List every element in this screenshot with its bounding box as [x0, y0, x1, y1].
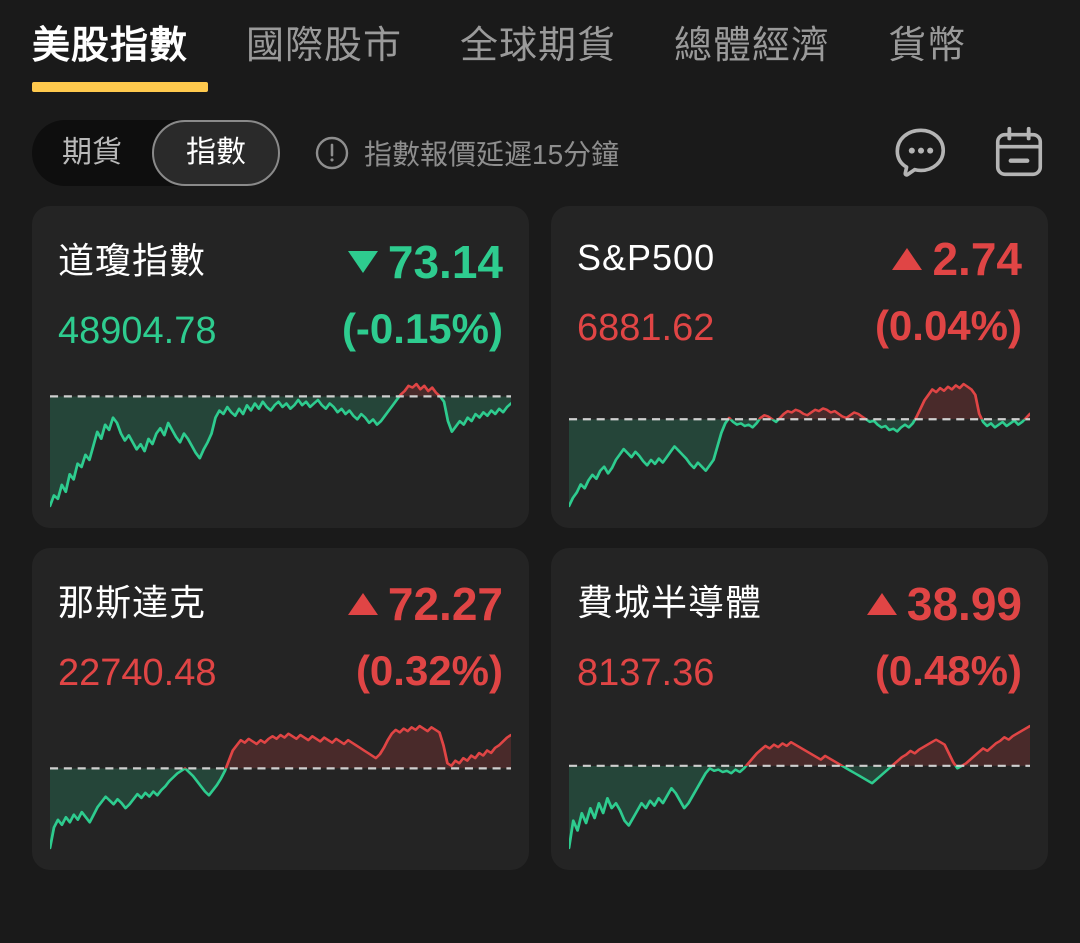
- index-change-value: 73.14: [387, 236, 503, 288]
- triangle-down-icon: [347, 251, 378, 273]
- index-change: 38.99: [866, 577, 1022, 631]
- quote-delay-note: 指數報價延遲15分鐘: [314, 133, 619, 173]
- index-change: 2.74: [892, 232, 1022, 286]
- index-change-value: 2.74: [932, 233, 1022, 285]
- tab-label: 美股指數: [32, 25, 189, 67]
- tab-label: 總體經濟: [674, 25, 831, 67]
- index-card-grid: 道瓊指數 73.14 48904.78 (-0.15%) S&P500 2.74…: [0, 202, 1080, 870]
- card-top-row: 道瓊指數 73.14: [58, 232, 503, 289]
- sparkline-chart: [50, 718, 511, 858]
- top-tab-bar: 美股指數 國際股市 全球期貨 總體經濟 貨幣: [0, 0, 1080, 104]
- segment-label: 期貨: [62, 136, 122, 169]
- tab-label: 貨幣: [888, 25, 967, 67]
- sparkline-svg: [50, 382, 511, 508]
- card-second-row: 8137.36 (0.48%): [577, 647, 1022, 695]
- index-change: 72.27: [347, 577, 503, 631]
- tab-global-futures[interactable]: 全球期貨: [460, 0, 616, 69]
- triangle-up-icon: [866, 593, 897, 615]
- chat-bubble-dots-icon[interactable]: [892, 124, 950, 182]
- tab-us-indices[interactable]: 美股指數: [32, 0, 188, 69]
- index-name: 那斯達克: [58, 582, 207, 623]
- tab-label: 國際股市: [246, 25, 403, 67]
- sparkline-chart: [569, 718, 1030, 858]
- card-second-row: 22740.48 (0.32%): [58, 647, 503, 695]
- index-price: 22740.48: [58, 652, 217, 694]
- tab-label: 全球期貨: [460, 25, 617, 67]
- card-top-row: 費城半導體 38.99: [577, 574, 1022, 631]
- active-tab-indicator: [32, 82, 208, 92]
- index-name: 費城半導體: [577, 582, 763, 623]
- sparkline-chart: [50, 376, 511, 516]
- exclamation-circle-icon: [315, 136, 349, 170]
- segment-indices[interactable]: 指數: [152, 120, 280, 186]
- card-top-row: S&P500 2.74: [577, 232, 1022, 286]
- index-price: 8137.36: [577, 652, 715, 694]
- triangle-up-icon: [892, 248, 923, 270]
- tab-currency[interactable]: 貨幣: [888, 0, 966, 69]
- triangle-up-icon: [347, 593, 378, 615]
- sub-header: 期貨 指數 指數報價延遲15分鐘: [0, 104, 1080, 202]
- index-card-nasdaq[interactable]: 那斯達克 72.27 22740.48 (0.32%): [32, 548, 529, 870]
- index-card-dow-jones[interactable]: 道瓊指數 73.14 48904.78 (-0.15%): [32, 206, 529, 528]
- sparkline-svg: [569, 724, 1030, 850]
- index-card-phlx-semiconductor[interactable]: 費城半導體 38.99 8137.36 (0.48%): [551, 548, 1048, 870]
- index-percent: (0.48%): [874, 647, 1022, 694]
- index-change: 73.14: [347, 235, 503, 289]
- segment-futures[interactable]: 期貨: [32, 120, 152, 186]
- index-price: 6881.62: [577, 307, 715, 349]
- index-percent: (-0.15%): [341, 305, 503, 352]
- index-name: S&P500: [577, 237, 716, 278]
- index-percent: (0.04%): [874, 302, 1022, 349]
- index-price: 48904.78: [58, 310, 217, 352]
- index-percent: (0.32%): [355, 647, 503, 694]
- index-change-value: 72.27: [387, 578, 503, 630]
- index-card-sp500[interactable]: S&P500 2.74 6881.62 (0.04%): [551, 206, 1048, 528]
- index-name: 道瓊指數: [58, 240, 207, 281]
- calendar-minus-icon[interactable]: [990, 124, 1048, 182]
- card-second-row: 6881.62 (0.04%): [577, 302, 1022, 350]
- quote-delay-text: 指數報價延遲15分鐘: [364, 139, 620, 170]
- index-change-value: 38.99: [906, 578, 1022, 630]
- sparkline-svg: [569, 382, 1030, 508]
- sparkline-chart: [569, 376, 1030, 516]
- card-second-row: 48904.78 (-0.15%): [58, 305, 503, 353]
- market-type-toggle: 期貨 指數: [32, 120, 280, 186]
- segment-label: 指數: [186, 136, 246, 169]
- tab-macro-economy[interactable]: 總體經濟: [674, 0, 830, 69]
- sparkline-svg: [50, 724, 511, 850]
- card-top-row: 那斯達克 72.27: [58, 574, 503, 631]
- tab-international-markets[interactable]: 國際股市: [246, 0, 402, 69]
